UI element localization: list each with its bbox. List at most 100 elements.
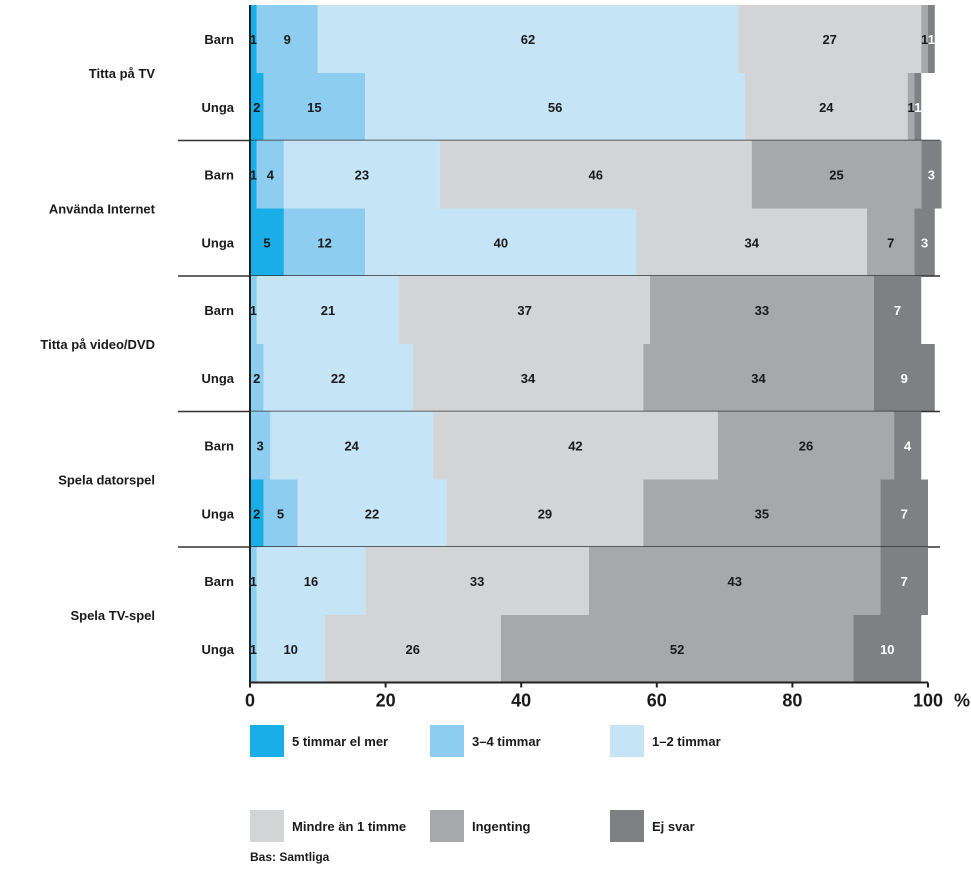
bar-segment <box>866 208 915 277</box>
data-label: 10 <box>880 642 894 657</box>
legend-label: 5 timmar el mer <box>292 734 388 749</box>
bar-segment <box>365 547 589 615</box>
bar-segment <box>907 73 915 141</box>
bar-segment <box>250 547 257 615</box>
data-label: 9 <box>901 371 908 386</box>
data-label: 24 <box>344 439 359 454</box>
data-label: 5 <box>263 236 270 251</box>
activity-label: Titta på video/DVD <box>40 337 155 352</box>
data-label: 2 <box>253 507 260 522</box>
data-label: 22 <box>331 371 345 386</box>
bar-segment <box>921 140 942 209</box>
data-label: 43 <box>728 574 742 589</box>
data-label: 25 <box>829 168 843 183</box>
bar-segment <box>928 5 935 73</box>
bar-segment <box>250 276 257 344</box>
bar-segment <box>894 411 922 480</box>
data-label: 4 <box>904 439 912 454</box>
row-label: Unga <box>202 236 235 251</box>
legend-swatch <box>250 725 284 757</box>
data-label: 29 <box>538 507 552 522</box>
bar-segment <box>873 276 922 344</box>
bar-segment <box>399 276 651 344</box>
legend-swatch <box>610 725 644 757</box>
bar-segment <box>250 411 271 480</box>
data-label: 24 <box>819 100 834 115</box>
bar-segment <box>263 73 366 141</box>
data-label: 1 <box>907 100 914 115</box>
bar-segment <box>250 479 264 548</box>
bar-segment <box>853 615 922 683</box>
bar-segment <box>297 479 447 548</box>
row-label: Unga <box>202 371 235 386</box>
data-label: 1 <box>921 32 928 47</box>
bar-segment <box>500 615 854 683</box>
data-label: 15 <box>307 100 321 115</box>
bar-segment <box>717 411 895 480</box>
row-label: Barn <box>204 303 234 318</box>
x-tick-label: 100 <box>913 691 943 711</box>
data-label: 1 <box>250 642 257 657</box>
activity-label: Spela datorspel <box>58 472 155 487</box>
data-label: 1 <box>250 32 257 47</box>
bar-segment <box>914 73 922 141</box>
bar-segment <box>256 615 325 683</box>
bar-segment <box>921 5 928 73</box>
legend-label: Ingenting <box>472 819 531 834</box>
bar-segment <box>643 344 874 412</box>
data-label: 56 <box>548 100 562 115</box>
data-label: 26 <box>799 439 813 454</box>
data-label: 7 <box>901 507 908 522</box>
bar-segment <box>636 208 867 277</box>
data-label: 46 <box>589 168 603 183</box>
row-label: Unga <box>202 507 235 522</box>
bar-segment <box>283 208 366 277</box>
row-label: Unga <box>202 100 235 115</box>
bar-segment <box>263 344 413 412</box>
row-label: Barn <box>204 439 234 454</box>
bar-segment <box>433 411 718 480</box>
bar-segment <box>439 140 752 209</box>
bar-segment <box>751 140 922 209</box>
data-label: 34 <box>751 371 766 386</box>
bar-segment <box>283 140 440 209</box>
row-label: Unga <box>202 642 235 657</box>
data-label: 2 <box>253 371 260 386</box>
bar-segment <box>650 276 874 344</box>
data-label: 1 <box>250 574 257 589</box>
x-tick-label: 40 <box>511 691 531 711</box>
legend-label: Mindre än 1 timme <box>292 819 406 834</box>
bar-segment <box>365 73 745 141</box>
bar-segment <box>250 140 257 209</box>
bar-segment <box>744 73 908 141</box>
data-label: 34 <box>521 371 536 386</box>
data-label: 1 <box>914 100 921 115</box>
row-label: Barn <box>204 574 234 589</box>
base-note: Bas: Samtliga <box>250 850 330 864</box>
data-label: 5 <box>277 507 284 522</box>
bar-segment <box>270 411 434 480</box>
legend-swatch <box>250 810 284 842</box>
bar-segment <box>365 208 637 277</box>
data-label: 37 <box>517 303 531 318</box>
bar-segment <box>643 479 881 548</box>
legend-label: Ej svar <box>652 819 695 834</box>
bar-segment <box>880 547 928 615</box>
data-label: 9 <box>284 32 291 47</box>
bar-segment <box>263 479 298 548</box>
bar-segment <box>250 344 264 412</box>
data-label: 42 <box>568 439 582 454</box>
data-label: 62 <box>521 32 535 47</box>
data-label: 27 <box>822 32 836 47</box>
bar-segment <box>256 140 284 209</box>
bar-segment <box>317 5 739 73</box>
legend-label: 3–4 timmar <box>472 734 541 749</box>
data-label: 3 <box>921 236 928 251</box>
data-label: 1 <box>928 32 935 47</box>
row-label: Barn <box>204 168 234 183</box>
data-label: 3 <box>928 168 935 183</box>
bar-segment <box>412 344 644 412</box>
data-label: 2 <box>253 100 260 115</box>
data-label: 34 <box>744 236 759 251</box>
activity-label: Titta på TV <box>89 66 156 81</box>
